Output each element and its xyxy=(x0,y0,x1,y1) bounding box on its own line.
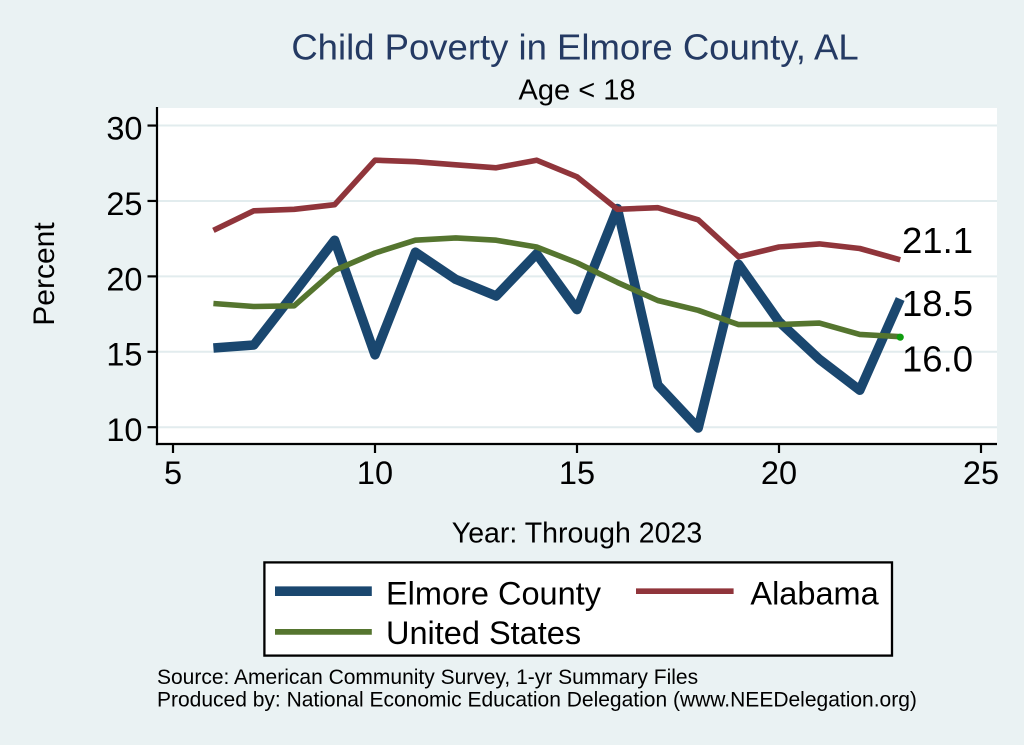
svg-text:25: 25 xyxy=(106,186,142,222)
svg-text:25: 25 xyxy=(963,455,999,491)
svg-text:Source: American Community Sur: Source: American Community Survey, 1-yr … xyxy=(157,666,698,689)
svg-text:21.1: 21.1 xyxy=(902,220,973,261)
svg-text:5: 5 xyxy=(164,455,182,491)
svg-text:20: 20 xyxy=(106,261,142,297)
svg-text:Percent: Percent xyxy=(28,222,61,326)
svg-text:16.0: 16.0 xyxy=(902,339,973,380)
svg-text:Elmore County: Elmore County xyxy=(386,575,602,611)
svg-text:10: 10 xyxy=(106,412,142,448)
svg-text:Age < 18: Age < 18 xyxy=(519,75,636,107)
svg-text:15: 15 xyxy=(559,455,595,491)
svg-text:20: 20 xyxy=(761,455,797,491)
svg-text:Alabama: Alabama xyxy=(750,575,879,611)
svg-text:Produced by: National Economic: Produced by: National Economic Education… xyxy=(157,689,917,712)
svg-text:10: 10 xyxy=(357,455,393,491)
svg-text:Year: Through 2023: Year: Through 2023 xyxy=(452,518,702,550)
svg-text:18.5: 18.5 xyxy=(902,283,973,324)
svg-text:30: 30 xyxy=(106,110,142,146)
svg-text:Child Poverty in Elmore County: Child Poverty in Elmore County, AL xyxy=(291,26,858,67)
svg-text:15: 15 xyxy=(106,337,142,373)
svg-text:United States: United States xyxy=(386,615,581,651)
